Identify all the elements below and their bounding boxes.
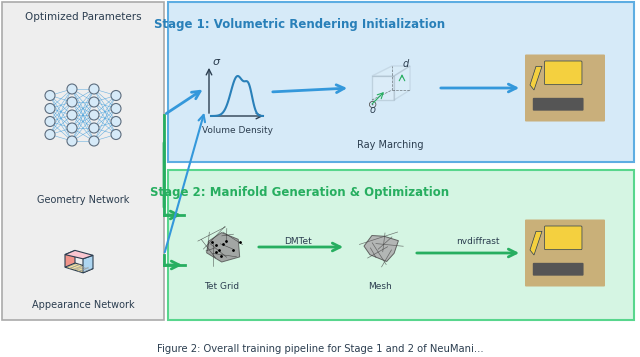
Text: Ray Marching: Ray Marching [356,140,423,150]
FancyBboxPatch shape [525,55,605,121]
Circle shape [67,123,77,133]
Text: Stage 2: Manifold Generation & Optimization: Stage 2: Manifold Generation & Optimizat… [150,186,449,199]
Circle shape [67,84,77,94]
Polygon shape [207,233,239,262]
Text: Geometry Network: Geometry Network [37,195,129,205]
Polygon shape [372,66,410,76]
FancyBboxPatch shape [545,226,582,250]
FancyBboxPatch shape [168,170,634,320]
Circle shape [89,123,99,133]
Circle shape [89,110,99,120]
Text: o: o [369,105,375,115]
FancyBboxPatch shape [532,263,584,276]
FancyBboxPatch shape [168,2,634,162]
Circle shape [45,91,55,101]
Circle shape [111,116,121,126]
Text: ⊙: ⊙ [368,100,378,110]
Text: σ: σ [213,57,220,67]
Circle shape [67,136,77,146]
Polygon shape [65,250,75,267]
Circle shape [67,110,77,120]
Circle shape [45,116,55,126]
Circle shape [45,104,55,114]
Polygon shape [364,236,398,261]
Text: nvdiffrast: nvdiffrast [456,237,500,246]
Polygon shape [83,255,93,273]
Circle shape [111,91,121,101]
Text: d: d [403,59,409,69]
Text: Optimized Parameters: Optimized Parameters [25,12,141,22]
Polygon shape [65,263,93,273]
Polygon shape [372,76,394,100]
FancyBboxPatch shape [525,220,605,287]
Text: Stage 1: Volumetric Rendering Initialization: Stage 1: Volumetric Rendering Initializa… [154,18,445,31]
FancyBboxPatch shape [545,61,582,85]
Circle shape [89,97,99,107]
Polygon shape [530,231,542,255]
Text: Appearance Network: Appearance Network [32,300,134,310]
Circle shape [89,136,99,146]
Circle shape [89,84,99,94]
Circle shape [111,130,121,140]
Polygon shape [530,66,542,90]
Text: Figure 2: Overall training pipeline for Stage 1 and 2 of NeuMani...: Figure 2: Overall training pipeline for … [157,344,483,354]
Text: DMTet: DMTet [284,237,312,246]
Polygon shape [394,66,410,100]
FancyBboxPatch shape [532,98,584,111]
Text: Volume Density: Volume Density [202,126,273,135]
Text: Tet Grid: Tet Grid [204,282,239,291]
Polygon shape [65,250,93,259]
Circle shape [111,104,121,114]
FancyBboxPatch shape [2,2,164,320]
Circle shape [67,97,77,107]
Text: Mesh: Mesh [368,282,392,291]
Circle shape [45,130,55,140]
